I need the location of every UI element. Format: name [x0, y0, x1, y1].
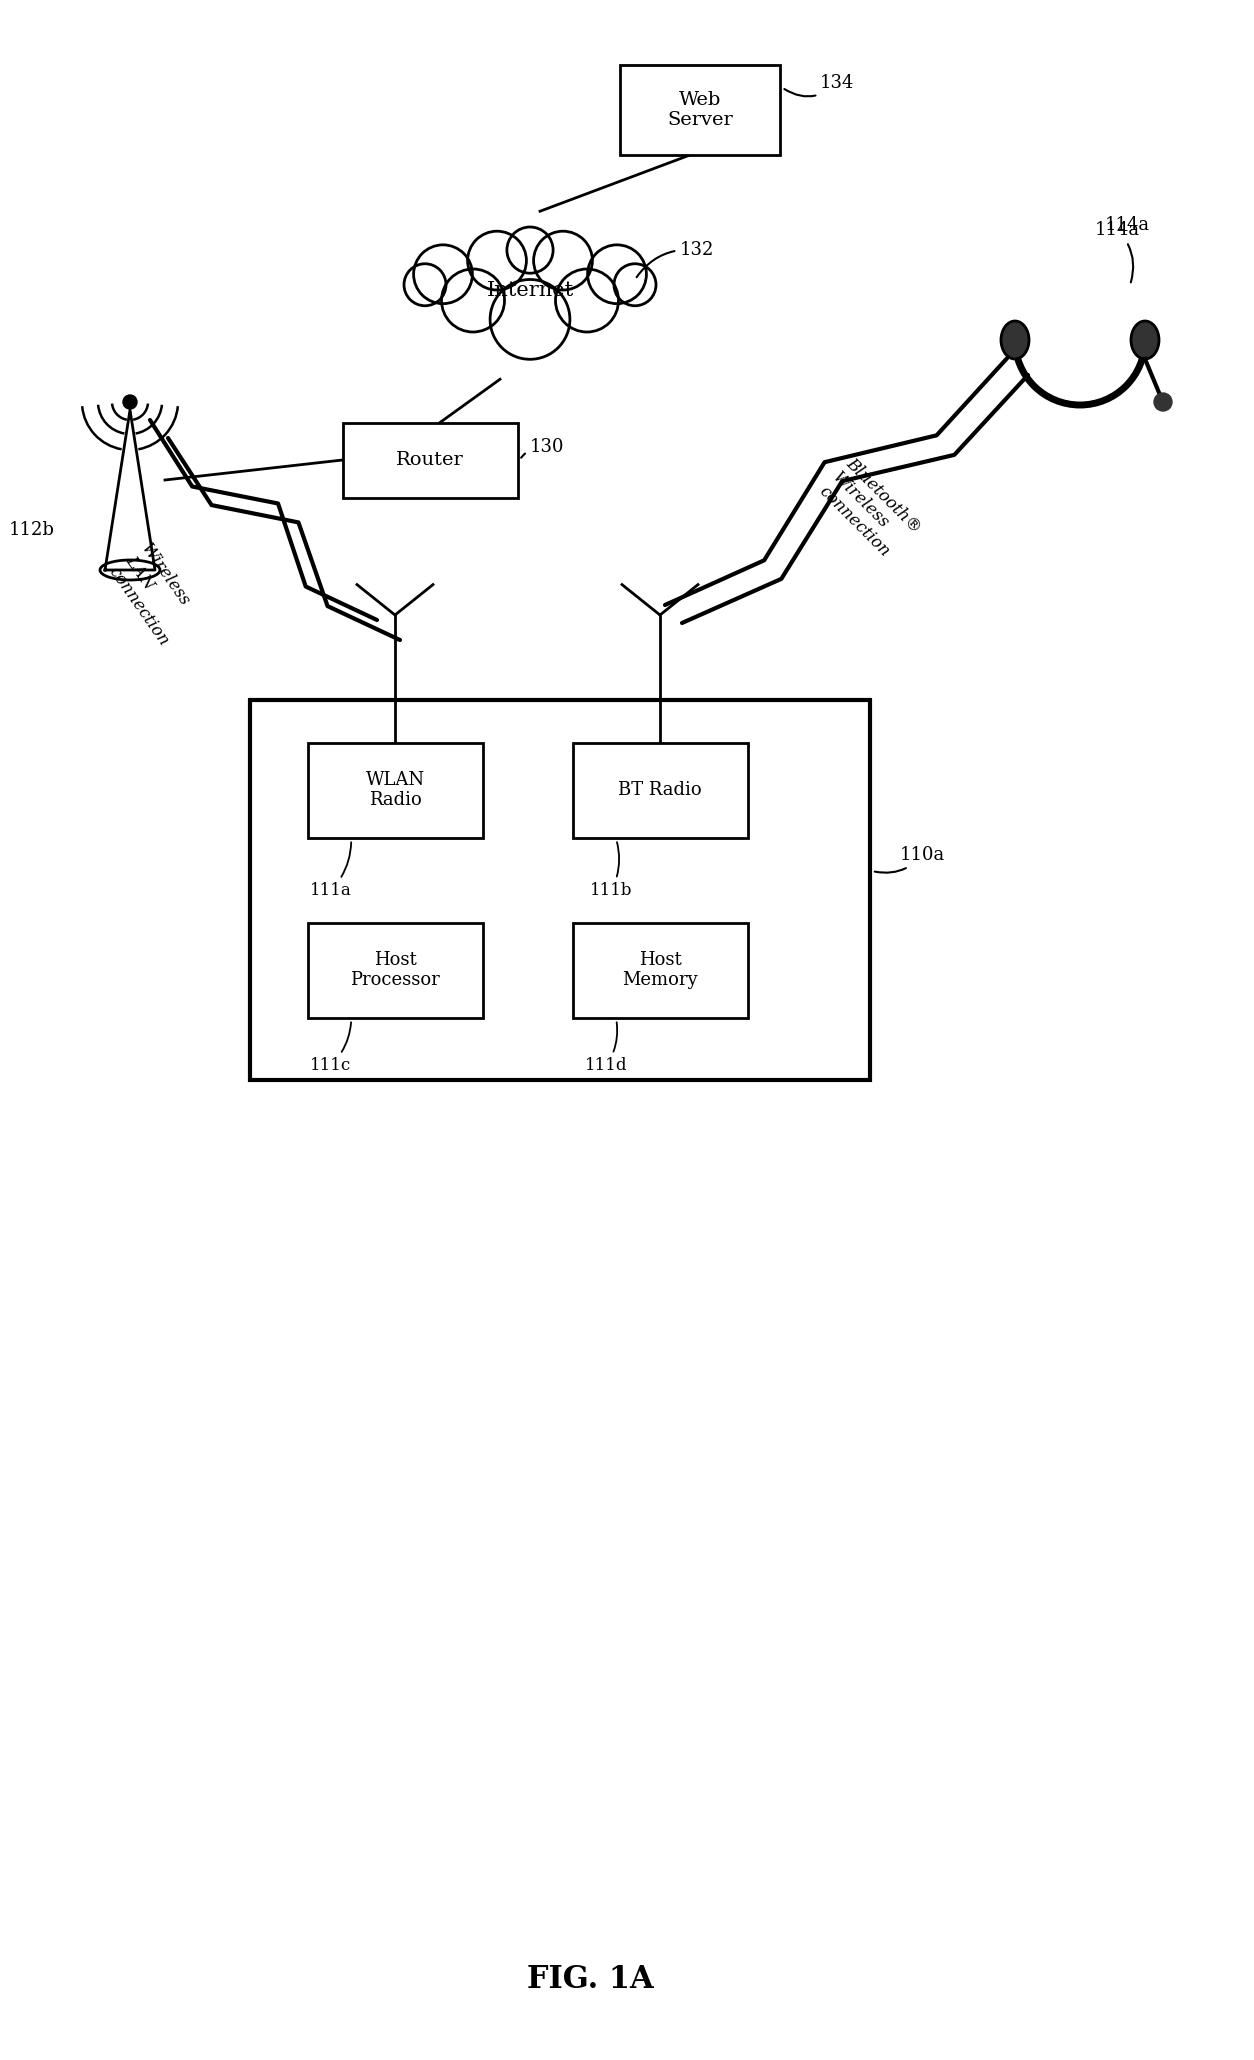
Bar — [573, 923, 747, 1018]
Circle shape — [468, 231, 527, 290]
Bar — [250, 700, 870, 1079]
Circle shape — [414, 245, 473, 303]
Circle shape — [614, 264, 656, 305]
Circle shape — [404, 264, 446, 305]
Text: Router: Router — [396, 451, 464, 470]
Circle shape — [490, 280, 569, 358]
Text: 132: 132 — [637, 241, 715, 278]
Text: BT Radio: BT Radio — [618, 781, 702, 799]
Bar — [307, 742, 483, 838]
Text: 111d: 111d — [586, 1022, 627, 1073]
Text: 111a: 111a — [310, 843, 352, 898]
Circle shape — [534, 231, 592, 290]
Text: 111c: 111c — [310, 1022, 351, 1073]
Polygon shape — [105, 410, 155, 571]
Text: 114a: 114a — [1105, 216, 1150, 235]
Circle shape — [588, 245, 646, 303]
Ellipse shape — [1001, 321, 1030, 358]
Text: FIG. 1A: FIG. 1A — [527, 1965, 653, 1996]
Text: Host
Memory: Host Memory — [622, 950, 697, 989]
Text: 114a: 114a — [1095, 220, 1140, 282]
Text: WLAN
Radio: WLAN Radio — [365, 770, 425, 810]
Text: 111b: 111b — [589, 843, 632, 898]
Text: Bluetooth®
Wireless
connection: Bluetooth® Wireless connection — [815, 455, 925, 564]
Bar — [342, 422, 518, 499]
Text: 112b: 112b — [9, 521, 55, 540]
Ellipse shape — [1131, 321, 1159, 358]
Ellipse shape — [100, 560, 161, 581]
Bar — [619, 66, 780, 154]
Text: Host
Processor: Host Processor — [350, 950, 440, 989]
Text: Wireless
LAN
connection: Wireless LAN connection — [105, 542, 204, 649]
Circle shape — [1154, 393, 1172, 412]
Text: 110a: 110a — [875, 847, 946, 873]
Circle shape — [441, 270, 504, 332]
Text: Web
Server: Web Server — [667, 91, 732, 130]
Text: 130: 130 — [522, 439, 564, 457]
Bar — [307, 923, 483, 1018]
Circle shape — [507, 227, 553, 274]
Bar — [573, 742, 747, 838]
Text: 134: 134 — [784, 74, 854, 97]
Text: Internet: Internet — [487, 280, 573, 299]
Circle shape — [123, 396, 137, 410]
Circle shape — [556, 270, 618, 332]
